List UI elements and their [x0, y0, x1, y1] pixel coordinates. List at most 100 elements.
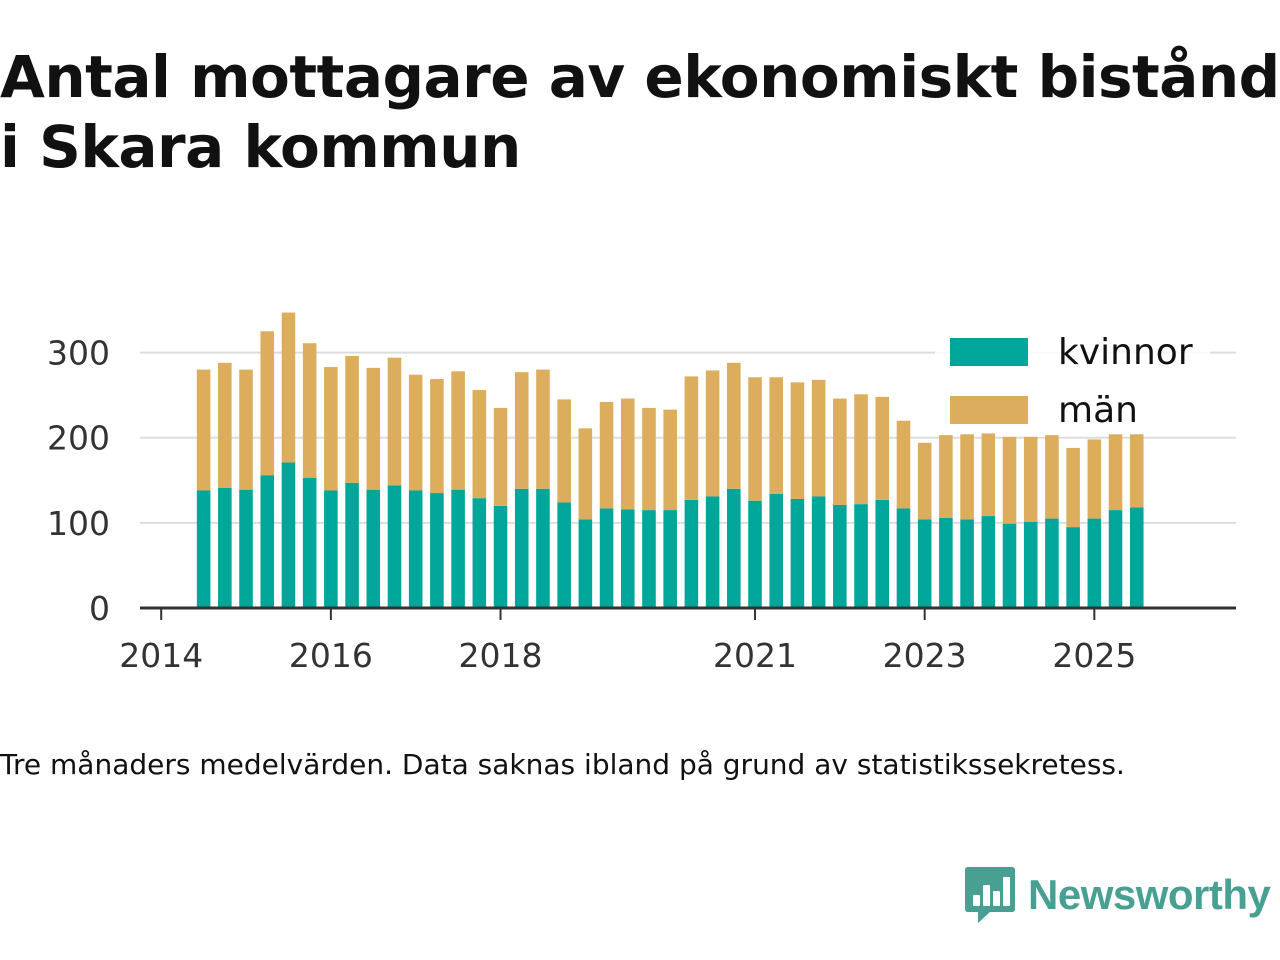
bar-man	[239, 369, 253, 490]
x-tick-label: 2023	[883, 636, 967, 675]
legend: kvinnor män	[935, 326, 1210, 432]
bar-kvinnor	[239, 489, 253, 608]
bar-kvinnor	[1108, 510, 1123, 608]
bar-man	[917, 442, 932, 520]
bars	[196, 312, 1144, 608]
bar-kvinnor	[1045, 518, 1059, 608]
newsworthy-logo-icon	[965, 867, 1015, 923]
bar-kvinnor	[514, 488, 529, 608]
bar-kvinnor	[281, 462, 296, 608]
bar-kvinnor	[917, 519, 932, 608]
bar-kvinnor	[196, 490, 211, 608]
bar-man	[1002, 436, 1017, 524]
bar-kvinnor	[875, 499, 890, 608]
bar-man	[218, 362, 232, 488]
bar-man	[345, 355, 359, 483]
bar-man	[981, 433, 996, 517]
bar-man	[430, 378, 444, 494]
x-tick-label: 2021	[713, 636, 797, 675]
bar-kvinnor	[578, 519, 593, 608]
bar-kvinnor	[663, 510, 677, 608]
bar-kvinnor	[960, 519, 974, 608]
y-axis-ticks: 0 100 200 300	[47, 334, 110, 628]
bar-kvinnor	[536, 488, 550, 608]
x-tick-label: 2025	[1052, 636, 1136, 675]
bar-kvinnor	[557, 502, 571, 608]
x-tick-label: 2016	[289, 636, 373, 675]
bar-kvinnor	[366, 489, 381, 608]
y-tick-label: 300	[47, 334, 110, 373]
bar-kvinnor	[430, 493, 444, 608]
y-tick-label: 0	[89, 589, 110, 628]
bar-man	[196, 369, 211, 491]
bar-man	[727, 362, 741, 489]
bar-man	[366, 367, 381, 490]
bar-kvinnor	[1002, 523, 1017, 608]
bar-kvinnor	[896, 508, 911, 608]
bar-man	[599, 401, 614, 509]
bar-kvinnor	[387, 485, 402, 608]
bar-kvinnor	[1087, 518, 1102, 608]
brand-logo: Newsworthy	[964, 864, 1271, 926]
bar-man	[620, 398, 635, 510]
bar-man	[1087, 439, 1102, 519]
bar-man	[1066, 447, 1080, 528]
bar-man	[472, 390, 487, 499]
bar-man	[451, 371, 465, 490]
bar-kvinnor	[705, 496, 720, 608]
bar-kvinnor	[1066, 527, 1080, 608]
bar-man	[557, 399, 571, 503]
bar-kvinnor	[769, 493, 784, 608]
bar-kvinnor	[790, 499, 805, 608]
bar-man	[260, 331, 275, 476]
bar-man	[1023, 436, 1038, 523]
bar-kvinnor	[981, 516, 996, 608]
bar-kvinnor	[1129, 507, 1144, 608]
bar-man	[324, 367, 338, 491]
bar-kvinnor	[684, 499, 699, 608]
bar-man	[748, 377, 762, 501]
legend-label: män	[1058, 390, 1138, 431]
brand-name: Newsworthy	[1028, 871, 1271, 918]
bar-man	[1045, 435, 1059, 519]
bar-man	[790, 382, 805, 500]
bar-man	[833, 398, 847, 505]
legend-swatch-man	[950, 396, 1028, 424]
bar-man	[769, 377, 784, 494]
footnote: Tre månaders medelvärden. Data saknas ib…	[0, 748, 1125, 781]
bar-man	[536, 369, 550, 489]
bar-kvinnor	[493, 505, 508, 608]
bar-kvinnor	[620, 509, 635, 608]
bar-man	[875, 396, 890, 500]
bar-kvinnor	[833, 504, 847, 608]
bar-kvinnor	[472, 498, 487, 608]
bar-kvinnor	[451, 489, 465, 608]
bar-kvinnor	[1023, 522, 1038, 608]
bar-kvinnor	[302, 477, 317, 608]
bar-man	[578, 428, 593, 520]
bar-man	[281, 312, 296, 463]
bar-kvinnor	[599, 508, 614, 608]
bar-kvinnor	[939, 517, 953, 608]
bar-kvinnor	[727, 488, 741, 608]
bar-man	[387, 357, 402, 486]
stacked-bar-chart: 0 100 200 300 2014 2016 2018 2021 2023 2025 kvin…	[47, 312, 1236, 675]
bar-man	[705, 370, 720, 497]
bar-kvinnor	[854, 504, 868, 608]
x-tick-label: 2018	[459, 636, 543, 675]
bar-man	[684, 376, 699, 500]
bar-man	[514, 372, 529, 489]
bar-man	[663, 409, 677, 511]
bar-man	[408, 374, 423, 491]
bar-kvinnor	[324, 490, 338, 608]
bar-man	[493, 407, 508, 506]
bar-kvinnor	[642, 510, 656, 608]
y-tick-label: 100	[47, 504, 110, 543]
x-axis-ticks: 2014 2016 2018 2021 2023 2025	[119, 608, 1136, 675]
bar-kvinnor	[748, 500, 762, 608]
bar-kvinnor	[218, 487, 232, 608]
bar-kvinnor	[408, 490, 423, 608]
x-tick-label: 2014	[119, 636, 203, 675]
bar-man	[960, 434, 974, 520]
bar-man	[811, 379, 826, 497]
